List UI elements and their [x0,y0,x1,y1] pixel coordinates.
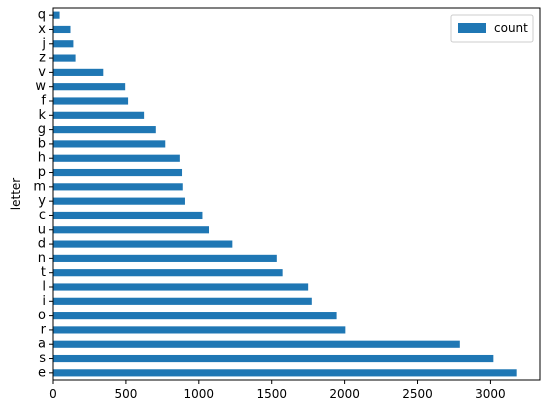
y-tick-label-t: t [41,265,46,280]
y-tick-label-n: n [38,251,46,266]
legend-swatch [458,23,486,33]
bar-g [53,126,156,134]
y-tick-label-k: k [38,108,46,123]
y-tick-label-r: r [41,322,47,337]
y-tick-label-v: v [38,65,46,80]
x-tick-label-500: 500 [114,387,137,401]
bars-group [53,11,517,377]
bar-e [53,369,517,377]
bar-x [53,25,71,34]
x-tick-label-2500: 2500 [402,387,433,401]
bar-w [53,83,126,91]
y-tick-label-a: a [38,337,46,352]
legend-box [450,14,534,43]
bar-k [53,111,145,119]
y-tick-label-e: e [38,365,46,380]
bar-q [53,11,60,19]
legend-entry-label: count [494,21,528,35]
bar-h [53,154,180,162]
bar-a [53,340,460,348]
y-axis-label: letter [9,178,23,211]
y-tick-label-y: y [38,194,46,209]
bar-z [53,54,76,62]
bar-c [53,211,203,220]
bar-r [53,326,346,334]
y-tick-label-i: i [42,294,46,309]
x-axis-ticks: 0 500 1000 1500 2000 2500 3000 [49,380,506,401]
plot-frame [52,7,541,381]
bar-b [53,140,166,148]
bar-i [53,297,312,305]
x-tick-label-3000: 3000 [475,387,506,401]
y-tick-label-c: c [39,208,46,223]
bar-l [53,283,309,291]
bar-j [53,40,74,48]
y-tick-label-h: h [38,151,46,166]
bar-n [53,254,277,262]
x-tick-label-2000: 2000 [329,387,360,401]
y-tick-label-u: u [38,222,46,237]
y-tick-label-s: s [39,351,46,366]
bar-t [53,269,283,277]
y-tick-label-f: f [41,94,46,109]
bar-o [53,312,337,320]
y-tick-label-w: w [35,79,46,94]
y-tick-label-o: o [38,308,46,323]
y-tick-label-b: b [38,136,46,151]
y-tick-label-q: q [38,8,46,23]
y-tick-label-g: g [38,122,46,137]
y-tick-label-l: l [42,280,46,295]
x-tick-label-1500: 1500 [256,387,287,401]
bar-f [53,97,129,105]
bar-y [53,197,185,205]
x-tick-label-1000: 1000 [184,387,215,401]
y-tick-label-j: j [41,36,46,51]
bar-u [53,226,210,234]
y-tick-label-d: d [38,237,46,252]
y-tick-label-p: p [38,165,46,180]
y-tick-label-m: m [33,179,46,194]
bar-v [53,68,104,76]
bar-s [53,354,494,363]
legend: count [450,14,534,43]
bar-m [53,183,183,191]
bar-p [53,168,183,177]
y-tick-label-z: z [39,51,46,66]
x-tick-label-0: 0 [49,387,57,401]
bar-d [53,240,233,248]
y-tick-label-x: x [38,22,46,37]
